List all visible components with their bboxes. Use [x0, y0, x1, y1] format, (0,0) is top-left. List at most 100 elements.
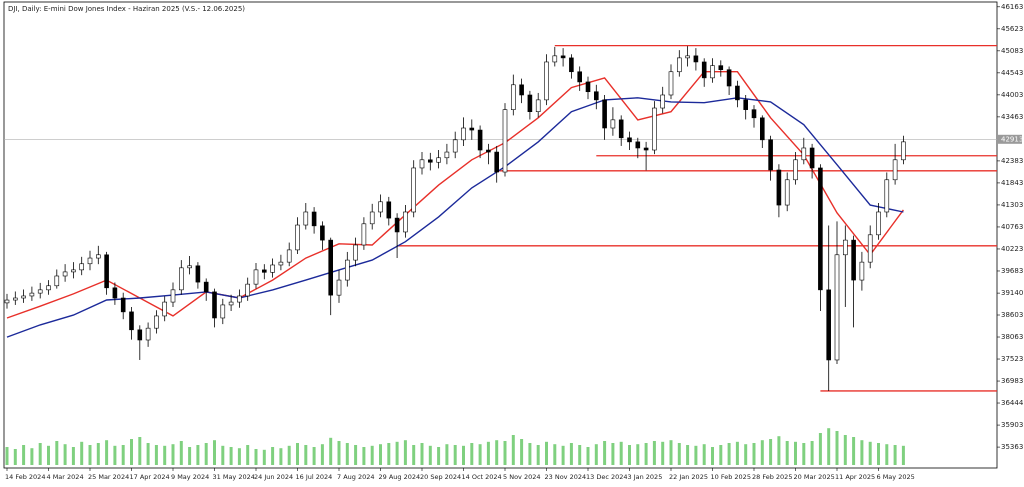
candle-body	[884, 179, 890, 213]
candle-body	[867, 234, 873, 263]
candle-body	[602, 99, 607, 129]
candle-body	[270, 264, 275, 273]
candle-body	[427, 159, 433, 163]
candle-body	[535, 99, 541, 113]
candle-body	[693, 55, 699, 63]
candle-body	[353, 244, 358, 261]
candle-body	[361, 223, 367, 246]
candle-body	[261, 269, 267, 273]
candle-body	[237, 295, 242, 303]
x-tick-label: 14 Oct 2024	[462, 473, 502, 481]
candle-body	[195, 265, 201, 283]
candle-body	[494, 151, 500, 173]
y-tick-label: 38063	[1001, 333, 1023, 341]
candle-body	[544, 61, 549, 101]
x-tick-label: 23 Nov 2024	[545, 473, 587, 481]
y-tick-label: 36983	[1001, 377, 1023, 385]
candle-body	[461, 127, 466, 141]
candle-body	[29, 292, 35, 297]
candle-body	[411, 167, 417, 213]
last-price-label: 42913	[1001, 135, 1023, 143]
x-tick-label: 25 Mar 2024	[88, 473, 129, 481]
x-tick-label: 9 May 2024	[171, 473, 209, 481]
x-tick-label: 13 Dec 2024	[586, 473, 628, 481]
x-tick-label: 24 Jun 2024	[254, 473, 293, 481]
candle-body	[851, 239, 856, 281]
candle-body	[726, 69, 732, 87]
candle-body	[618, 119, 624, 139]
candle-body	[21, 295, 26, 299]
candle-body	[336, 279, 342, 296]
candle-body	[569, 57, 574, 73]
candle-body	[818, 167, 823, 291]
candle-body	[710, 65, 715, 79]
y-tick-label: 43463	[1001, 113, 1023, 121]
candle-body	[245, 283, 250, 297]
candle-body	[660, 94, 666, 109]
candle-body	[784, 179, 790, 206]
candle-body	[311, 211, 317, 227]
candle-body	[344, 259, 350, 281]
candle-body	[452, 139, 458, 153]
candle-body	[577, 71, 583, 83]
y-tick-label: 45083	[1001, 47, 1023, 55]
candle-body	[560, 55, 566, 59]
candle-body	[129, 311, 134, 331]
candle-body	[610, 119, 616, 129]
candle-body	[104, 254, 109, 289]
x-tick-label: 29 Aug 2024	[379, 473, 421, 481]
candle-body	[212, 291, 217, 319]
candle-body	[735, 85, 740, 101]
candle-body	[369, 211, 375, 225]
y-tick-label: 44003	[1001, 91, 1023, 99]
candle-body	[627, 137, 632, 143]
candle-body	[676, 57, 682, 73]
candle-body	[718, 65, 724, 71]
candle-body	[286, 249, 292, 263]
candle-body	[519, 84, 524, 96]
candle-body	[62, 271, 68, 277]
y-tick-label: 44543	[1001, 69, 1023, 77]
candle-body	[510, 84, 516, 110]
y-tick-label: 42383	[1001, 157, 1023, 165]
candle-body	[585, 81, 591, 93]
candle-body	[444, 151, 450, 159]
x-tick-label: 31 May 2024	[213, 473, 255, 481]
candle-body	[759, 117, 765, 141]
y-tick-label: 46163	[1001, 3, 1023, 11]
y-tick-label: 39140	[1001, 289, 1023, 297]
candle-body	[859, 261, 865, 281]
x-tick-label: 17 Apr 2024	[130, 473, 170, 481]
candle-body	[328, 239, 334, 296]
candle-body	[394, 217, 400, 233]
candle-body	[685, 55, 690, 59]
candle-body	[378, 201, 383, 213]
candle-body	[253, 269, 259, 285]
candle-body	[37, 289, 43, 294]
candle-body	[652, 107, 657, 151]
candle-body	[145, 327, 151, 341]
candle-body	[477, 129, 483, 151]
chart-title: DJI, Daily: E-mini Dow Jones Index - Haz…	[8, 5, 245, 13]
candle-body	[96, 254, 101, 259]
candle-body	[71, 269, 76, 273]
y-tick-label: 35903	[1001, 421, 1023, 429]
candle-body	[901, 141, 906, 161]
candle-body	[320, 225, 325, 241]
y-tick-label: 38603	[1001, 311, 1023, 319]
y-tick-label: 35363	[1001, 443, 1023, 451]
plot-frame	[3, 1, 998, 469]
x-tick-label: 14 Feb 2024	[5, 473, 45, 481]
candle-body	[593, 91, 599, 101]
candle-body	[502, 109, 508, 173]
candle-body	[892, 159, 898, 181]
x-tick-label: 3 Jan 2025	[628, 473, 663, 481]
x-tick-label: 28 Feb 2025	[752, 473, 792, 481]
x-tick-label: 5 Nov 2024	[503, 473, 541, 481]
candle-body	[842, 239, 848, 256]
y-tick-label: 40763	[1001, 223, 1023, 231]
candle-body	[4, 299, 10, 304]
candle-body	[170, 289, 176, 303]
x-tick-label: 7 Aug 2024	[337, 473, 375, 481]
